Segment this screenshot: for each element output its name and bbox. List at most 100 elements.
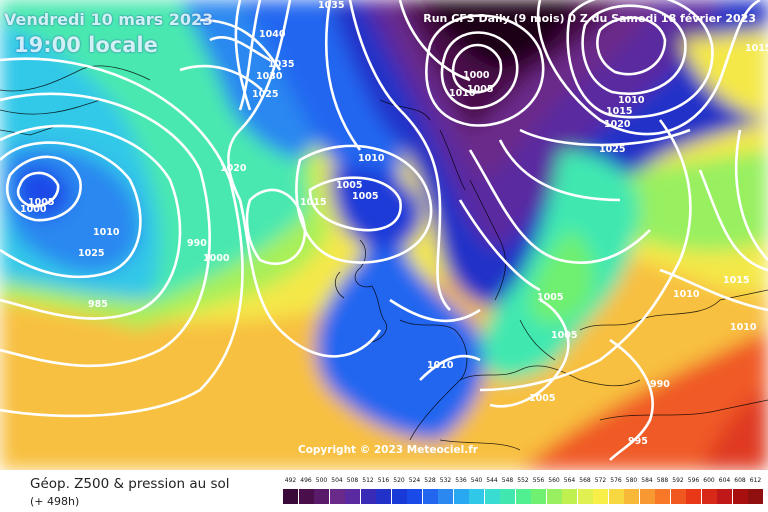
scale-tick-label: 536 (455, 477, 467, 484)
isobar-label: 1020 (604, 119, 631, 130)
scale-color-swatch (748, 489, 763, 504)
scale-tick-label: 496 (300, 477, 312, 484)
forecast-lead-time: (+ 498h) (30, 495, 80, 508)
scale-tick-label: 560 (548, 477, 560, 484)
scale-tick-label: 500 (315, 477, 328, 484)
scale-tick-label: 612 (749, 477, 762, 484)
isobar-label: 1000 (203, 253, 230, 264)
scale-color-swatch (717, 489, 732, 504)
scale-color-swatch (484, 489, 500, 504)
scale-color-swatch (701, 489, 717, 504)
scale-tick-label: 600 (703, 477, 715, 484)
scale-color-swatch (608, 489, 624, 504)
scale-color-swatch (407, 489, 422, 504)
scale-color-swatch (562, 489, 577, 504)
coastlines (0, 65, 768, 451)
scale-tick-label: 524 (408, 477, 421, 484)
isobar-label: 1025 (78, 248, 104, 259)
isobar-label: 1010 (449, 88, 476, 99)
isobar-label: 1020 (220, 163, 247, 174)
scale-color-swatch (345, 489, 360, 504)
isobar-label: 1005 (551, 330, 577, 341)
map-title: Géop. Z500 & pression au sol (30, 476, 230, 492)
scale-tick-label: 492 (284, 477, 297, 484)
weather-map: 1035 1040 1035 1030 1025 1020 1010 1005 … (0, 0, 768, 470)
isobar-label: 1000 (20, 204, 47, 215)
scale-color-swatch (655, 489, 670, 504)
scale-tick-label: 596 (687, 477, 700, 484)
isobar-label: 1030 (256, 71, 283, 82)
isobar-label: 1010 (673, 289, 700, 300)
scale-color-swatch (376, 489, 391, 504)
scale-tick-label: 576 (610, 477, 622, 484)
isobar-label: 990 (187, 238, 207, 249)
forecast-map-graphic: 1035 1040 1035 1030 1025 1020 1010 1005 … (0, 0, 768, 470)
isobar-label: 1025 (599, 144, 625, 155)
scale-color-swatch (577, 489, 593, 504)
isobar-label: 1040 (259, 29, 286, 40)
scale-color-swatch (438, 489, 453, 504)
scale-tick-label: 548 (501, 477, 514, 484)
isobar-label: 1005 (28, 197, 54, 208)
scale-color-swatch (500, 489, 515, 504)
isobar-label: 1010 (358, 153, 385, 164)
isobar-label: 1005 (336, 180, 362, 191)
scale-color-swatch (469, 489, 484, 504)
scale-color-swatch (329, 489, 345, 504)
scale-color-swatch (531, 489, 546, 504)
scale-tick-label: 540 (470, 477, 483, 484)
scale-tick-label: 532 (439, 477, 452, 484)
isobars (0, 0, 768, 460)
isobar-label: 985 (88, 299, 108, 310)
scale-tick-label: 580 (625, 477, 638, 484)
scale-color-swatch (360, 489, 376, 504)
scale-tick-label: 552 (517, 477, 529, 484)
scale-tick-label: 572 (594, 477, 607, 484)
scale-color-swatch (546, 489, 562, 504)
scale-tick-label: 564 (563, 477, 576, 484)
scale-color-swatch (283, 489, 298, 504)
scale-color-swatch (422, 489, 438, 504)
isobar-label: 1015 (745, 43, 768, 54)
scale-color-swatch (639, 489, 655, 504)
isobar-label: 1005 (467, 84, 493, 95)
scale-tick-label: 556 (532, 477, 545, 484)
scale-color-swatch (515, 489, 531, 504)
scale-color-swatch (391, 489, 407, 504)
isobar-label: 1005 (537, 292, 563, 303)
isobar-label: 1035 (318, 0, 344, 11)
isobar-label: 1010 (93, 227, 120, 238)
isobar-label: 1010 (618, 95, 645, 106)
isobar-label: 1000 (463, 70, 490, 81)
scale-color-swatch (593, 489, 608, 504)
scale-color-swatch (686, 489, 701, 504)
scale-color-swatch (314, 489, 329, 504)
scale-color-swatch (670, 489, 686, 504)
scale-tick-label: 512 (362, 477, 374, 484)
isobar-label: 1015 (723, 275, 749, 286)
isobar-label: 1010 (427, 360, 454, 371)
isobar-label: 1005 (352, 191, 378, 202)
scale-tick-label: 584 (641, 477, 653, 484)
geopotential-field (0, 0, 768, 470)
scale-tick-label: 604 (718, 477, 731, 484)
scale-tick-label: 504 (331, 477, 343, 484)
forecast-local-time: 19:00 locale (14, 33, 158, 57)
scale-color-swatch (732, 489, 748, 504)
model-run-info: Run CFS Daily (9 mois) 0 Z du Samedi 18 … (423, 12, 756, 25)
scale-tick-label: 592 (672, 477, 684, 484)
forecast-date: Vendredi 10 mars 2023 (4, 10, 214, 29)
isobar-label: 1015 (606, 106, 632, 117)
copyright-notice: Copyright © 2023 Meteociel.fr (298, 444, 478, 456)
scale-tick-label: 528 (424, 477, 436, 484)
isobar-labels: 1035 1040 1035 1030 1025 1020 1010 1005 … (20, 0, 768, 447)
isobar-label: 1025 (252, 89, 278, 100)
scale-tick-label: 568 (579, 477, 591, 484)
isobar-label: 1005 (529, 393, 555, 404)
scale-tick-label: 544 (486, 477, 498, 484)
scale-tick-label: 608 (734, 477, 746, 484)
isobar-label: 995 (628, 436, 648, 447)
isobar-label: 990 (650, 379, 670, 390)
scale-color-swatch (624, 489, 639, 504)
scale-tick-label: 508 (346, 477, 359, 484)
